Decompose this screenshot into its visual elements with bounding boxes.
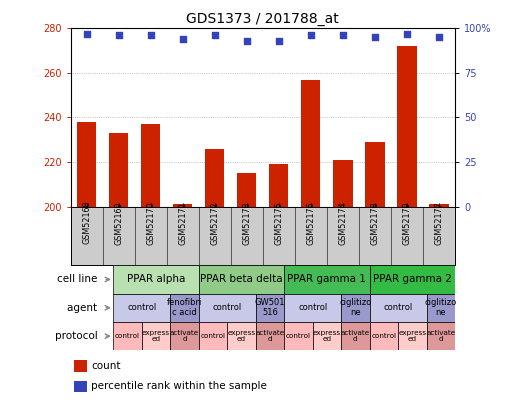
Text: protocol: protocol	[54, 331, 100, 341]
Text: PPAR gamma 2: PPAR gamma 2	[373, 275, 452, 284]
Point	[275, 38, 283, 44]
Text: control: control	[127, 303, 156, 312]
Bar	[284, 294, 341, 322]
Text: express
ed: express ed	[398, 330, 426, 342]
Point	[115, 32, 123, 39]
Bar	[141, 124, 160, 207]
Text: control: control	[286, 333, 311, 339]
Bar	[170, 294, 199, 322]
Bar	[284, 322, 313, 350]
Point	[339, 32, 347, 39]
Text: PPAR gamma 1: PPAR gamma 1	[288, 275, 366, 284]
Bar	[341, 294, 370, 322]
Bar	[313, 322, 341, 350]
Bar	[429, 204, 449, 207]
Point	[83, 30, 91, 37]
Bar	[397, 46, 416, 207]
Bar	[74, 360, 87, 372]
Bar	[301, 79, 321, 207]
Bar	[370, 265, 455, 294]
Point	[306, 32, 315, 39]
Text: ciglitizo
ne: ciglitizo ne	[425, 298, 457, 317]
Bar	[398, 322, 427, 350]
Bar	[205, 149, 224, 207]
Bar	[256, 294, 284, 322]
Text: PPAR beta delta: PPAR beta delta	[200, 275, 283, 284]
Text: ciglitizo
ne: ciglitizo ne	[339, 298, 371, 317]
Text: control: control	[212, 303, 242, 312]
Bar	[170, 322, 199, 350]
Bar	[341, 322, 370, 350]
Bar	[370, 294, 427, 322]
Title: GDS1373 / 201788_at: GDS1373 / 201788_at	[186, 12, 339, 26]
Point	[435, 34, 443, 40]
Bar	[256, 322, 284, 350]
Bar	[365, 142, 384, 207]
Bar	[284, 265, 370, 294]
Point	[403, 30, 411, 37]
Text: GW501
516: GW501 516	[255, 298, 285, 317]
Text: agent: agent	[67, 303, 100, 313]
Bar	[333, 160, 353, 207]
Bar	[74, 381, 87, 392]
Text: express
ed: express ed	[142, 330, 170, 342]
Point	[243, 38, 251, 44]
Bar	[142, 322, 170, 350]
Text: cell line: cell line	[57, 275, 100, 284]
Bar	[199, 294, 256, 322]
Text: PPAR alpha: PPAR alpha	[127, 275, 185, 284]
Text: activate
d: activate d	[340, 330, 370, 342]
Bar	[237, 173, 256, 207]
Point	[211, 32, 219, 39]
Text: express
ed: express ed	[313, 330, 341, 342]
Point	[371, 34, 379, 40]
Bar	[173, 204, 192, 207]
Bar	[427, 294, 455, 322]
Text: count: count	[92, 361, 121, 371]
Text: activate
d: activate d	[426, 330, 456, 342]
Bar	[113, 322, 142, 350]
Bar	[77, 122, 96, 207]
Text: percentile rank within the sample: percentile rank within the sample	[92, 381, 267, 391]
Text: control: control	[383, 303, 413, 312]
Point	[178, 36, 187, 42]
Bar	[199, 322, 227, 350]
Text: control: control	[115, 333, 140, 339]
Text: express
ed: express ed	[228, 330, 256, 342]
Point	[146, 32, 155, 39]
Bar	[227, 322, 256, 350]
Bar	[427, 322, 455, 350]
Text: control: control	[371, 333, 396, 339]
Bar	[113, 294, 170, 322]
Bar	[199, 265, 284, 294]
Text: activate
d: activate d	[255, 330, 285, 342]
Text: control: control	[200, 333, 225, 339]
Text: control: control	[298, 303, 327, 312]
Text: fenofibri
c acid: fenofibri c acid	[167, 298, 202, 317]
Bar	[269, 164, 288, 207]
Bar	[109, 133, 128, 207]
Text: activate
d: activate d	[170, 330, 199, 342]
Bar	[113, 265, 199, 294]
Bar	[370, 322, 398, 350]
